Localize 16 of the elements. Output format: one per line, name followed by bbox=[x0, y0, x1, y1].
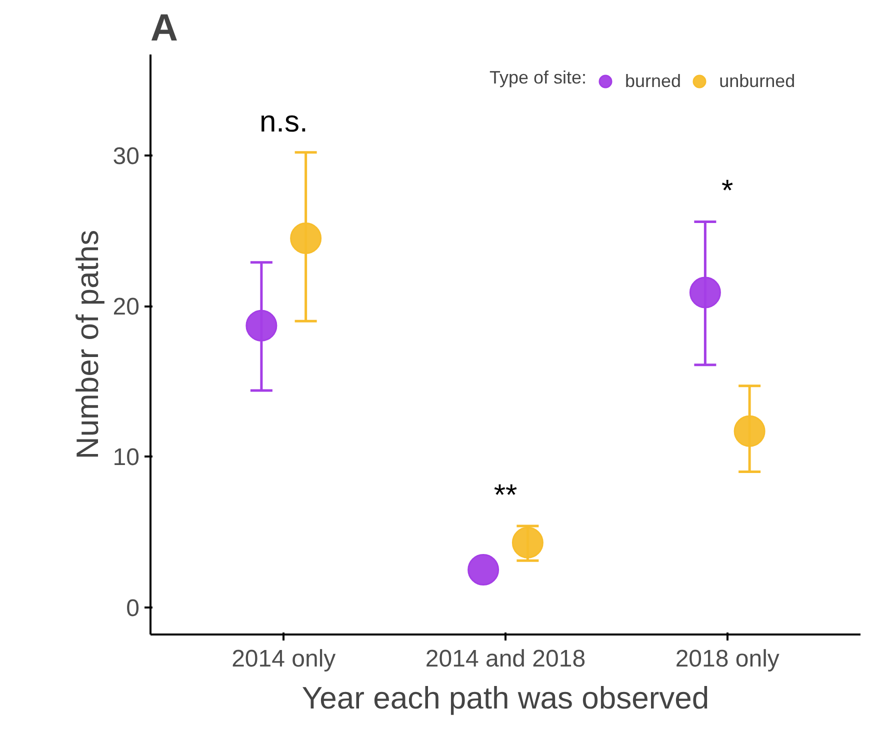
x-tick-label: 2018 only bbox=[675, 646, 780, 672]
annotation: ** bbox=[494, 479, 518, 512]
y-tick-label: 30 bbox=[112, 142, 140, 170]
x-tick-label: 2014 and 2018 bbox=[425, 646, 586, 672]
legend-label: unburned bbox=[719, 70, 796, 92]
text: A bbox=[150, 8, 178, 50]
legend-title: Type of site: bbox=[489, 68, 587, 88]
y-axis-title: Number of paths bbox=[70, 230, 105, 460]
x-axis-title: Year each path was observed bbox=[302, 680, 710, 716]
y-tick-label: 20 bbox=[112, 294, 140, 321]
annotation: * bbox=[722, 174, 734, 208]
y-tick-label: 0 bbox=[126, 594, 140, 622]
legend-label: burned bbox=[625, 70, 682, 92]
y-tick-label: 10 bbox=[112, 444, 140, 472]
x-tick-label: 2014 only bbox=[232, 646, 336, 672]
annotation: n.s. bbox=[259, 105, 308, 138]
